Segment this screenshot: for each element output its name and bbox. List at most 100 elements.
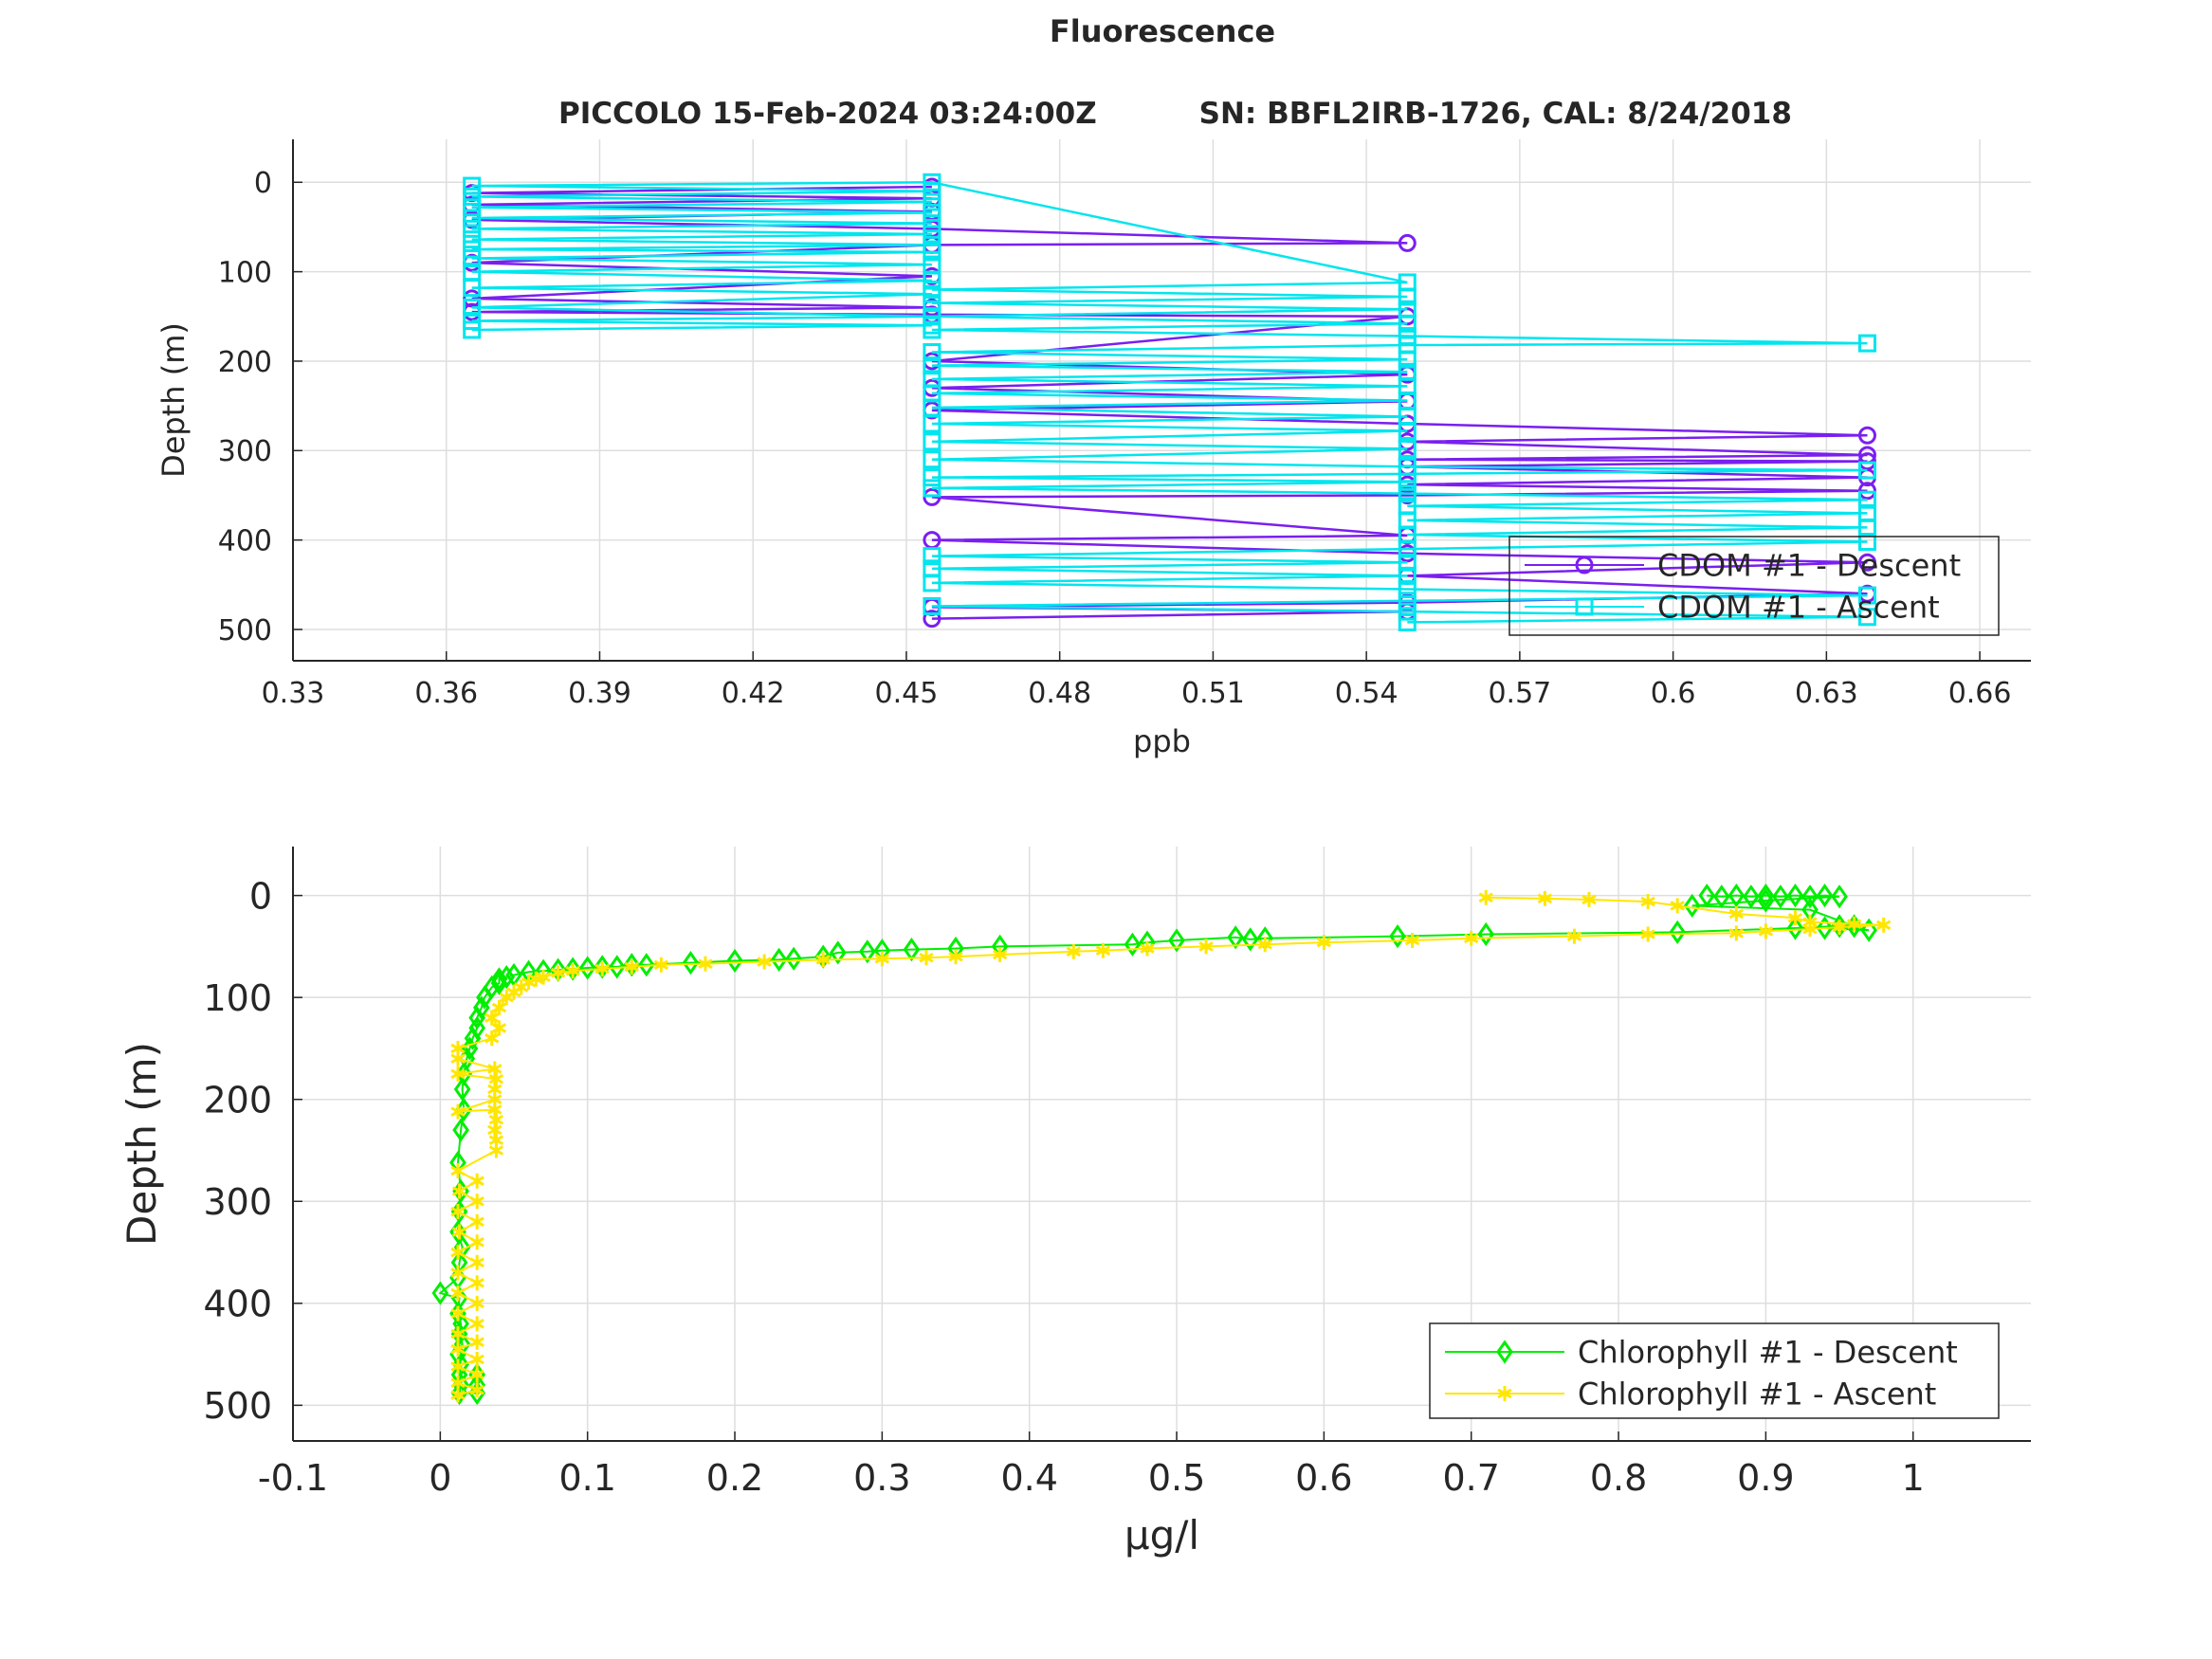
data-point [829,940,847,965]
data-point [1398,580,1417,599]
data-point [578,956,596,980]
data-point [469,1275,484,1291]
data-point [608,955,626,979]
data-point [1857,608,1876,627]
x-tick-label: 0.57 [1488,677,1551,710]
data-point [468,1006,486,1030]
data-point [903,938,921,962]
data-point [1670,898,1685,914]
data-point [469,1173,484,1189]
data-point [450,1358,466,1375]
legend-marker [1497,1386,1512,1401]
data-point [1857,426,1876,445]
data-point [1095,942,1111,958]
x-tick-label: 0.6 [1651,677,1696,710]
data-point [1816,916,1834,940]
data-point [1831,884,1848,909]
data-point [469,1194,484,1210]
data-point [1857,490,1876,509]
data-point [948,949,963,965]
legend-label: CDOM #1 - Descent [1657,548,1961,584]
data-point [1198,939,1214,955]
data-point [923,280,941,299]
data-point [1537,890,1553,906]
data-point [1168,928,1185,953]
data-point [1398,233,1417,252]
data-point [451,1224,467,1240]
data-point [450,1285,466,1302]
legend-box [1429,1322,2000,1419]
data-point [1786,884,1804,908]
data-point [919,950,934,966]
data-point [1398,484,1417,503]
x-tick-label: 0.39 [568,677,631,710]
data-point [1787,910,1803,926]
y-axis-label: Depth (m) [119,1042,165,1246]
data-point [450,1163,466,1178]
data-point [469,1382,484,1398]
data-point [1398,602,1417,621]
data-point [1398,314,1417,333]
chlorophyll-axes: -0.1 0 0.1 0.2 0.3 0.4 0.5 0.6 0.7 0.8 0.9 1 0 100 200… [119,847,2031,1559]
data-point [1669,920,1687,944]
x-tick-label: 0.51 [1181,677,1245,710]
legend: CDOM #1 - Descent CDOM #1 - Ascent [1508,536,2000,636]
data-point [923,343,941,362]
data-point [1875,917,1892,933]
y-tick-label: 100 [203,977,272,1019]
data-point [487,1061,503,1077]
x-axis-label: ppb [1133,723,1191,759]
data-point [1728,905,1745,921]
data-point [1640,926,1655,942]
data-point [923,479,941,498]
data-point [637,953,655,977]
data-point [923,225,941,244]
legend-entry: CDOM #1 - Descent [1525,548,1961,584]
data-point [1712,884,1730,909]
data-point [923,450,941,469]
data-point [874,951,890,967]
series-ascent [463,173,1876,631]
y-tick-label: 200 [203,1079,272,1121]
data-point [464,1026,482,1050]
data-point [1857,553,1876,572]
x-tick-label: 0.42 [722,677,785,710]
data-point [624,958,639,975]
data-point [451,1183,467,1199]
data-point [469,1334,484,1350]
x-tick-label: 1 [1902,1457,1925,1499]
x-tick-label: 0.66 [1948,677,2012,710]
data-point [491,999,507,1015]
legend-label: CDOM #1 - Ascent [1657,590,1940,626]
legend-box [1508,536,2000,636]
data-point [450,1305,466,1322]
data-point [923,255,941,274]
x-tick-label: 0.3 [853,1457,910,1499]
data-point [450,1066,466,1082]
data-point [1066,943,1081,959]
subplot-title: PICCOLO 15-Feb-2024 03:24:00Z SN: BBFL2I… [558,97,1792,131]
legend-entry: Chlorophyll #1 - Descent [1445,1335,1958,1371]
plot-area [293,139,2031,661]
data-point [1140,940,1155,957]
x-tick-label: 0.36 [414,677,478,710]
data-point [469,1234,484,1250]
data-point [463,230,482,249]
data-point [450,1245,466,1261]
data-point [452,1118,469,1142]
data-point [450,1375,466,1391]
data-point [487,1121,503,1138]
data-point [923,356,941,375]
data-point [726,948,743,974]
data-point [815,952,831,968]
data-point [469,1254,484,1270]
data-point [450,1204,466,1220]
data-point [550,965,566,981]
data-point [594,961,610,977]
data-point [1758,923,1774,939]
x-axis-label: μg/l [1124,1512,1199,1559]
data-point [698,956,713,972]
data-point [1398,592,1417,611]
y-tick-label: 400 [218,524,272,557]
